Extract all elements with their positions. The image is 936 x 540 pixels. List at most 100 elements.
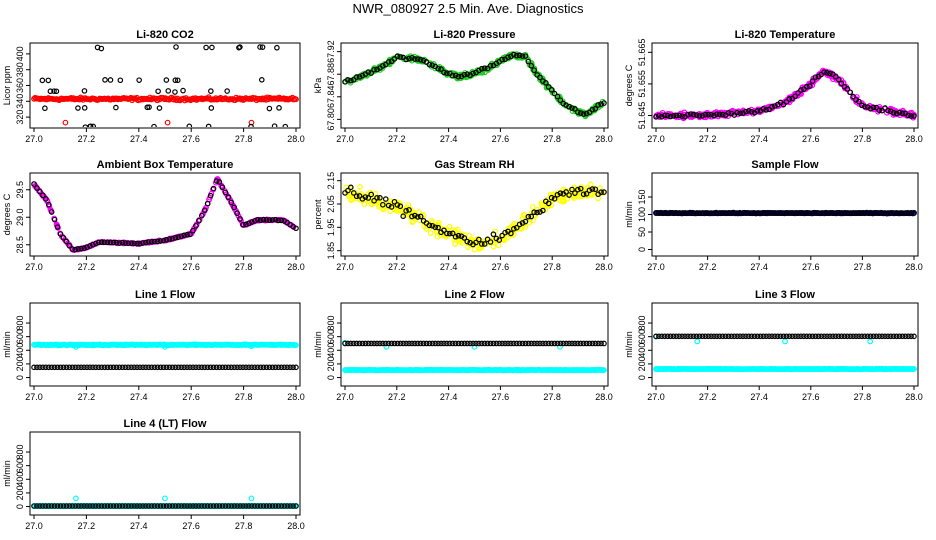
data-point-average — [786, 210, 793, 216]
data-point-average — [87, 243, 93, 249]
data-point-reference — [62, 119, 69, 126]
data-point-average — [391, 198, 398, 205]
data-point-cyan — [694, 338, 701, 345]
data-point-average — [178, 503, 184, 509]
data-point-average — [667, 333, 674, 340]
data-point-average — [382, 340, 389, 347]
data-point-average — [589, 106, 596, 113]
data-point-cyan — [73, 495, 79, 502]
data-point-average — [163, 237, 170, 243]
data-point-average — [260, 364, 267, 371]
data-point-average — [510, 340, 517, 347]
data-point-average — [284, 364, 290, 371]
data-point-average — [429, 62, 436, 68]
data-point-average — [42, 196, 49, 202]
data-point-average — [435, 340, 441, 347]
data-point-average — [832, 210, 839, 216]
data-point-average — [394, 340, 401, 347]
data-point-average — [856, 210, 862, 216]
data-point-average — [867, 105, 874, 112]
data-point-raw — [559, 197, 566, 204]
data-point-average — [251, 218, 258, 224]
data-point-average — [101, 364, 108, 371]
data-point-average — [708, 333, 714, 340]
x-tick-label: 27.6 — [492, 134, 510, 144]
data-point-average — [275, 217, 282, 224]
data-point-average — [856, 333, 862, 340]
data-point-average — [598, 101, 604, 107]
data-point-average — [754, 333, 761, 340]
data-point-average — [122, 364, 129, 371]
data-point-average — [696, 333, 703, 340]
data-point-average — [81, 245, 87, 251]
data-point-average — [719, 111, 726, 118]
data-point-average — [143, 364, 149, 371]
plot-frame — [29, 302, 301, 387]
data-point-average — [885, 333, 891, 340]
data-point-average — [455, 73, 462, 80]
data-point-average — [243, 221, 249, 228]
data-point-average — [90, 364, 96, 371]
x-tick-label: 28.0 — [287, 262, 305, 272]
data-point-average — [769, 333, 775, 340]
data-point-average — [446, 340, 453, 347]
data-point-average — [748, 333, 755, 340]
data-point-average — [899, 333, 906, 340]
data-point-average — [658, 333, 665, 340]
data-point-average — [516, 340, 523, 347]
data-point-average — [685, 210, 691, 216]
data-point-average — [31, 503, 37, 509]
data-point-average — [743, 210, 749, 216]
y-tick-label: 0 — [326, 375, 336, 380]
data-point-average — [827, 70, 833, 77]
x-tick-label: 27.4 — [440, 134, 458, 144]
y-tick-label: 67.84 — [326, 86, 336, 109]
data-point-average — [461, 340, 468, 347]
data-point-average — [841, 210, 848, 216]
data-point-average — [87, 123, 94, 127]
data-point-average — [656, 113, 662, 119]
data-point-average — [455, 340, 462, 347]
data-point-average — [461, 235, 468, 241]
data-point-average — [693, 333, 700, 340]
y-axis-label: ml/min — [624, 331, 634, 358]
data-point-average — [438, 340, 444, 347]
data-point-average — [911, 333, 917, 340]
data-point-average — [754, 108, 761, 114]
chart-temperature: Li-820 Temperature degrees C 27.0 27.2 27.4 2… — [624, 29, 923, 144]
data-point-average — [155, 88, 161, 95]
data-point-average — [444, 230, 450, 237]
data-point-average — [429, 340, 436, 347]
data-point-average — [42, 105, 48, 112]
data-point-average — [98, 503, 105, 509]
data-point-average — [47, 88, 54, 95]
data-point-raw — [575, 189, 581, 196]
data-point-average — [362, 194, 369, 200]
data-point-average — [716, 210, 723, 216]
data-point-average — [134, 364, 140, 371]
data-point-average — [832, 333, 839, 340]
data-point-average — [801, 333, 807, 340]
data-point-average — [444, 70, 450, 76]
data-point-average — [838, 210, 845, 216]
data-point-average — [263, 503, 270, 509]
data-point-average — [818, 210, 825, 216]
data-point-average — [263, 364, 270, 371]
data-point-average — [271, 123, 278, 127]
data-point-average — [287, 503, 293, 509]
y-tick-label: 1.95 — [326, 219, 336, 237]
data-point-average — [896, 333, 903, 340]
chart-line2: Line 2 Flow ml/min 27.0 27.2 27.4 27.6 27.8 28.… — [313, 289, 613, 402]
data-point-average — [204, 364, 211, 371]
data-point-average — [166, 503, 173, 509]
data-point-average — [905, 112, 912, 119]
data-point-average — [37, 503, 43, 509]
data-point-average — [72, 364, 79, 371]
y-axis-label: ml/min — [313, 331, 323, 358]
data-point-average — [66, 364, 73, 371]
data-point-average — [763, 107, 769, 113]
data-point-average — [873, 333, 880, 340]
data-point-average — [166, 236, 173, 242]
data-point-average — [240, 503, 246, 509]
data-point-raw — [427, 230, 434, 236]
